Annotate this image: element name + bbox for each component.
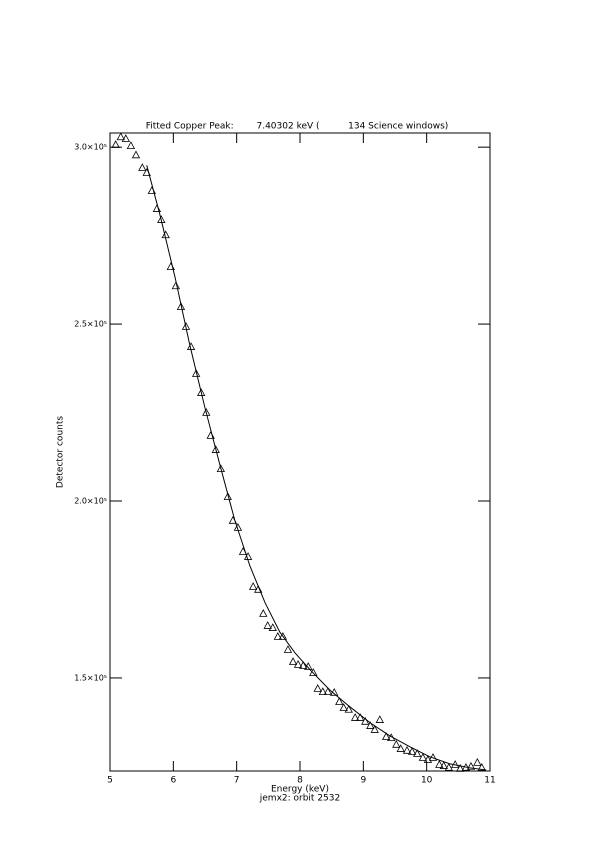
data-point xyxy=(176,302,186,310)
data-point xyxy=(273,632,283,640)
data-point xyxy=(313,684,322,692)
fit-line xyxy=(146,165,487,771)
data-point xyxy=(366,721,375,729)
data-point xyxy=(477,762,486,771)
plot-frame xyxy=(109,132,491,772)
data-point xyxy=(263,621,272,629)
data-point xyxy=(396,744,405,752)
data-point xyxy=(375,715,384,723)
data-point xyxy=(157,215,166,223)
y-tick-label: 1.5×10⁵ xyxy=(74,673,107,682)
data-point xyxy=(288,657,298,665)
data-point xyxy=(248,582,258,590)
y-tick-label: 2.5×10⁵ xyxy=(74,320,107,329)
data-point xyxy=(111,140,120,148)
data-point xyxy=(268,623,277,631)
data-point xyxy=(435,760,444,768)
data-point xyxy=(138,163,147,171)
data-point xyxy=(473,758,482,766)
data-point xyxy=(171,281,181,290)
data-point xyxy=(418,753,428,761)
data-point xyxy=(344,704,353,713)
data-point xyxy=(323,687,333,695)
data-point xyxy=(309,668,318,676)
data-point xyxy=(211,445,220,453)
y-tick-label: 2.0×10⁵ xyxy=(74,497,107,506)
data-point xyxy=(392,739,401,748)
data-point xyxy=(335,697,344,705)
x-axis-label: Energy (keV) xyxy=(271,785,329,795)
x-tick-label: 6 xyxy=(170,776,176,786)
data-point xyxy=(402,745,412,754)
data-point xyxy=(202,408,211,416)
x-tick-label: 5 xyxy=(107,776,113,786)
data-point xyxy=(381,732,391,740)
data-point xyxy=(223,492,232,501)
data-point xyxy=(370,725,379,733)
data-point xyxy=(283,645,293,653)
data-point xyxy=(121,134,131,142)
data-point xyxy=(444,762,454,771)
data-point xyxy=(466,761,476,770)
data-point xyxy=(131,150,141,159)
data-point xyxy=(350,713,360,721)
x-tick-label: 9 xyxy=(360,776,366,786)
chart-title: Fitted Copper Peak: 7.40302 keV ( 134 Sc… xyxy=(146,122,449,132)
x-tick-label: 11 xyxy=(484,776,495,786)
x-tick-label: 7 xyxy=(234,776,240,786)
data-point xyxy=(339,703,348,711)
data-point xyxy=(355,713,365,721)
data-point xyxy=(293,660,303,668)
data-point xyxy=(298,661,308,669)
y-axis-label: Detector counts xyxy=(56,416,66,488)
x-tick-label: 8 xyxy=(297,776,303,786)
x-tick-label: 10 xyxy=(421,776,433,786)
data-point xyxy=(456,764,465,772)
data-point xyxy=(116,132,125,141)
data-point xyxy=(278,632,288,640)
data-point xyxy=(191,369,201,377)
data-point xyxy=(126,141,136,149)
data-point xyxy=(407,747,417,755)
data-point xyxy=(361,716,370,725)
data-point xyxy=(412,749,422,757)
subtitle: jemx2: orbit 2532 xyxy=(259,794,340,804)
data-point xyxy=(259,609,268,617)
data-point xyxy=(318,687,327,695)
y-tick-label: 3.0×10⁵ xyxy=(74,143,107,152)
data-point xyxy=(216,464,226,473)
data-point xyxy=(439,761,448,769)
data-point xyxy=(197,388,206,396)
